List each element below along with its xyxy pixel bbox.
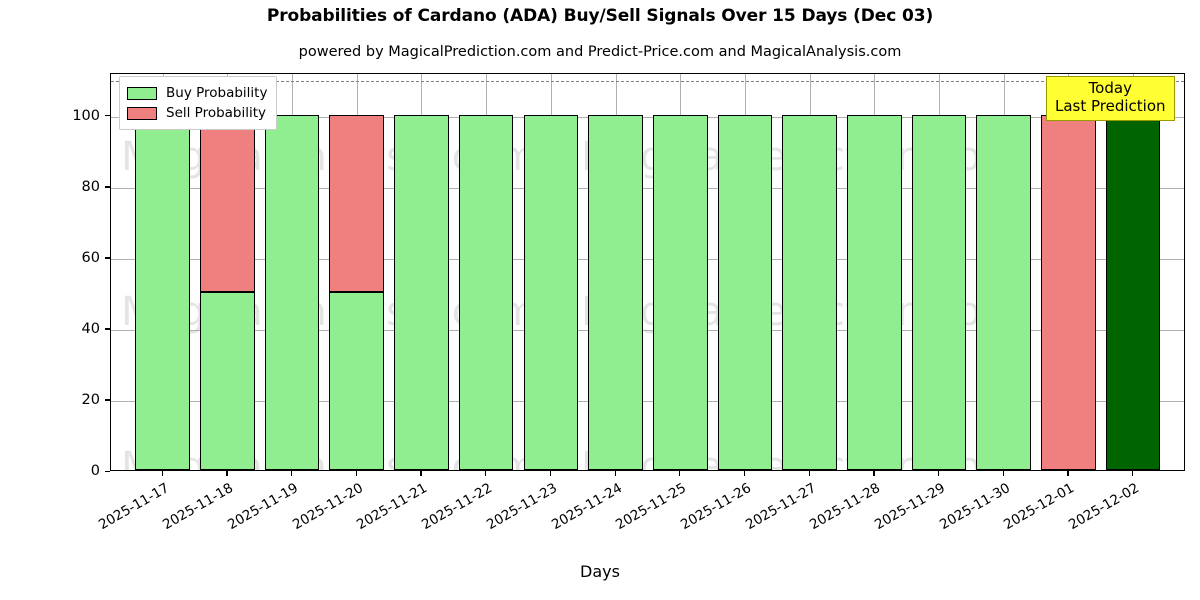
y-tick-mark [105,399,110,401]
y-tick-label: 20 [81,391,100,408]
x-tick-mark [1067,471,1069,476]
gridline-horizontal [111,258,1184,260]
gridline-horizontal [111,400,1184,402]
bar-segment-buy [846,114,902,470]
y-tick-label: 40 [81,320,100,337]
bar-segment-sell [329,114,385,293]
bar-segment-buy [652,114,708,470]
y-tick-mark [105,470,110,472]
bar-group[interactable] [717,74,773,470]
bar-group[interactable] [1040,74,1096,470]
y-tick-label: 100 [72,107,100,124]
bar-segment-buy [135,114,191,470]
bar-segment-buy [329,292,385,470]
y-tick-mark [105,328,110,330]
chart-legend: Buy Probability Sell Probability [119,76,278,130]
y-tick-mark [105,115,110,117]
bar-segment-buy [200,292,255,470]
today-annotation: Today Last Prediction [1046,76,1175,122]
bar-group[interactable] [846,74,902,470]
x-tick-mark [355,471,358,476]
legend-item-sell: Sell Probability [127,103,267,123]
today-annotation-line1: Today [1088,79,1132,97]
y-tick-label: 60 [81,249,100,266]
gridline-horizontal [111,187,1184,189]
y-tick-label: 0 [90,463,100,479]
x-tick-mark [808,471,810,476]
bar-segment-today [1105,114,1161,470]
x-tick-mark [679,471,681,476]
bar-group[interactable] [329,74,385,470]
bar-group[interactable] [588,74,643,470]
x-tick-mark [549,471,552,476]
bar-group[interactable] [394,74,449,470]
gridline-horizontal [111,116,1184,118]
bar-segment-sell [1040,114,1096,470]
bar-group[interactable] [523,74,579,470]
bar-segment-sell [200,114,255,293]
chart-title: Probabilities of Cardano (ADA) Buy/Sell … [266,6,934,26]
today-annotation-line2: Last Prediction [1055,96,1166,115]
bar-group[interactable] [782,74,837,470]
x-axis-label: Days [580,562,620,581]
bar-segment-buy [976,114,1031,470]
bar-segment-buy [458,114,514,470]
bar-group[interactable] [264,74,320,470]
bar-group[interactable] [200,74,255,470]
x-tick-mark [1002,471,1004,476]
chart-subtitle: powered by MagicalPrediction.com and Pre… [298,44,902,60]
x-tick-mark [485,471,487,476]
legend-swatch-buy [127,86,157,100]
y-tick-mark [105,186,110,188]
x-tick-mark [226,471,228,476]
legend-item-buy: Buy Probability [127,83,267,103]
legend-swatch-sell [127,106,157,120]
bar-group[interactable] [976,74,1031,470]
bar-segment-buy [717,114,773,470]
y-tick-label: 80 [81,178,100,195]
bar-segment-buy [588,114,643,470]
bar-segment-buy [264,114,320,470]
bar-segment-buy [911,114,967,470]
gridline-horizontal [111,329,1184,331]
x-tick-mark [161,471,164,476]
x-tick-mark [614,471,616,476]
x-tick-mark [420,471,422,476]
x-tick-mark [873,471,875,476]
bar-group[interactable] [1105,74,1161,470]
bar-group[interactable] [911,74,967,470]
y-tick-mark [105,257,110,259]
bar-segment-buy [523,114,579,470]
x-tick-mark [937,471,940,476]
bar-segment-buy [782,114,837,470]
bar-group[interactable] [135,74,191,470]
legend-label-sell: Sell Probability [166,105,267,121]
bar-group[interactable] [652,74,708,470]
legend-label-buy: Buy Probability [166,85,268,101]
x-tick-mark [291,471,293,476]
bar-segment-buy [394,114,449,470]
x-tick-mark [1131,471,1134,476]
x-tick-mark [743,471,746,476]
bar-group[interactable] [458,74,514,470]
reference-line [111,81,1184,83]
plot-area: MagicalAnalysis.comMagicaPrediction.comM… [110,73,1185,471]
